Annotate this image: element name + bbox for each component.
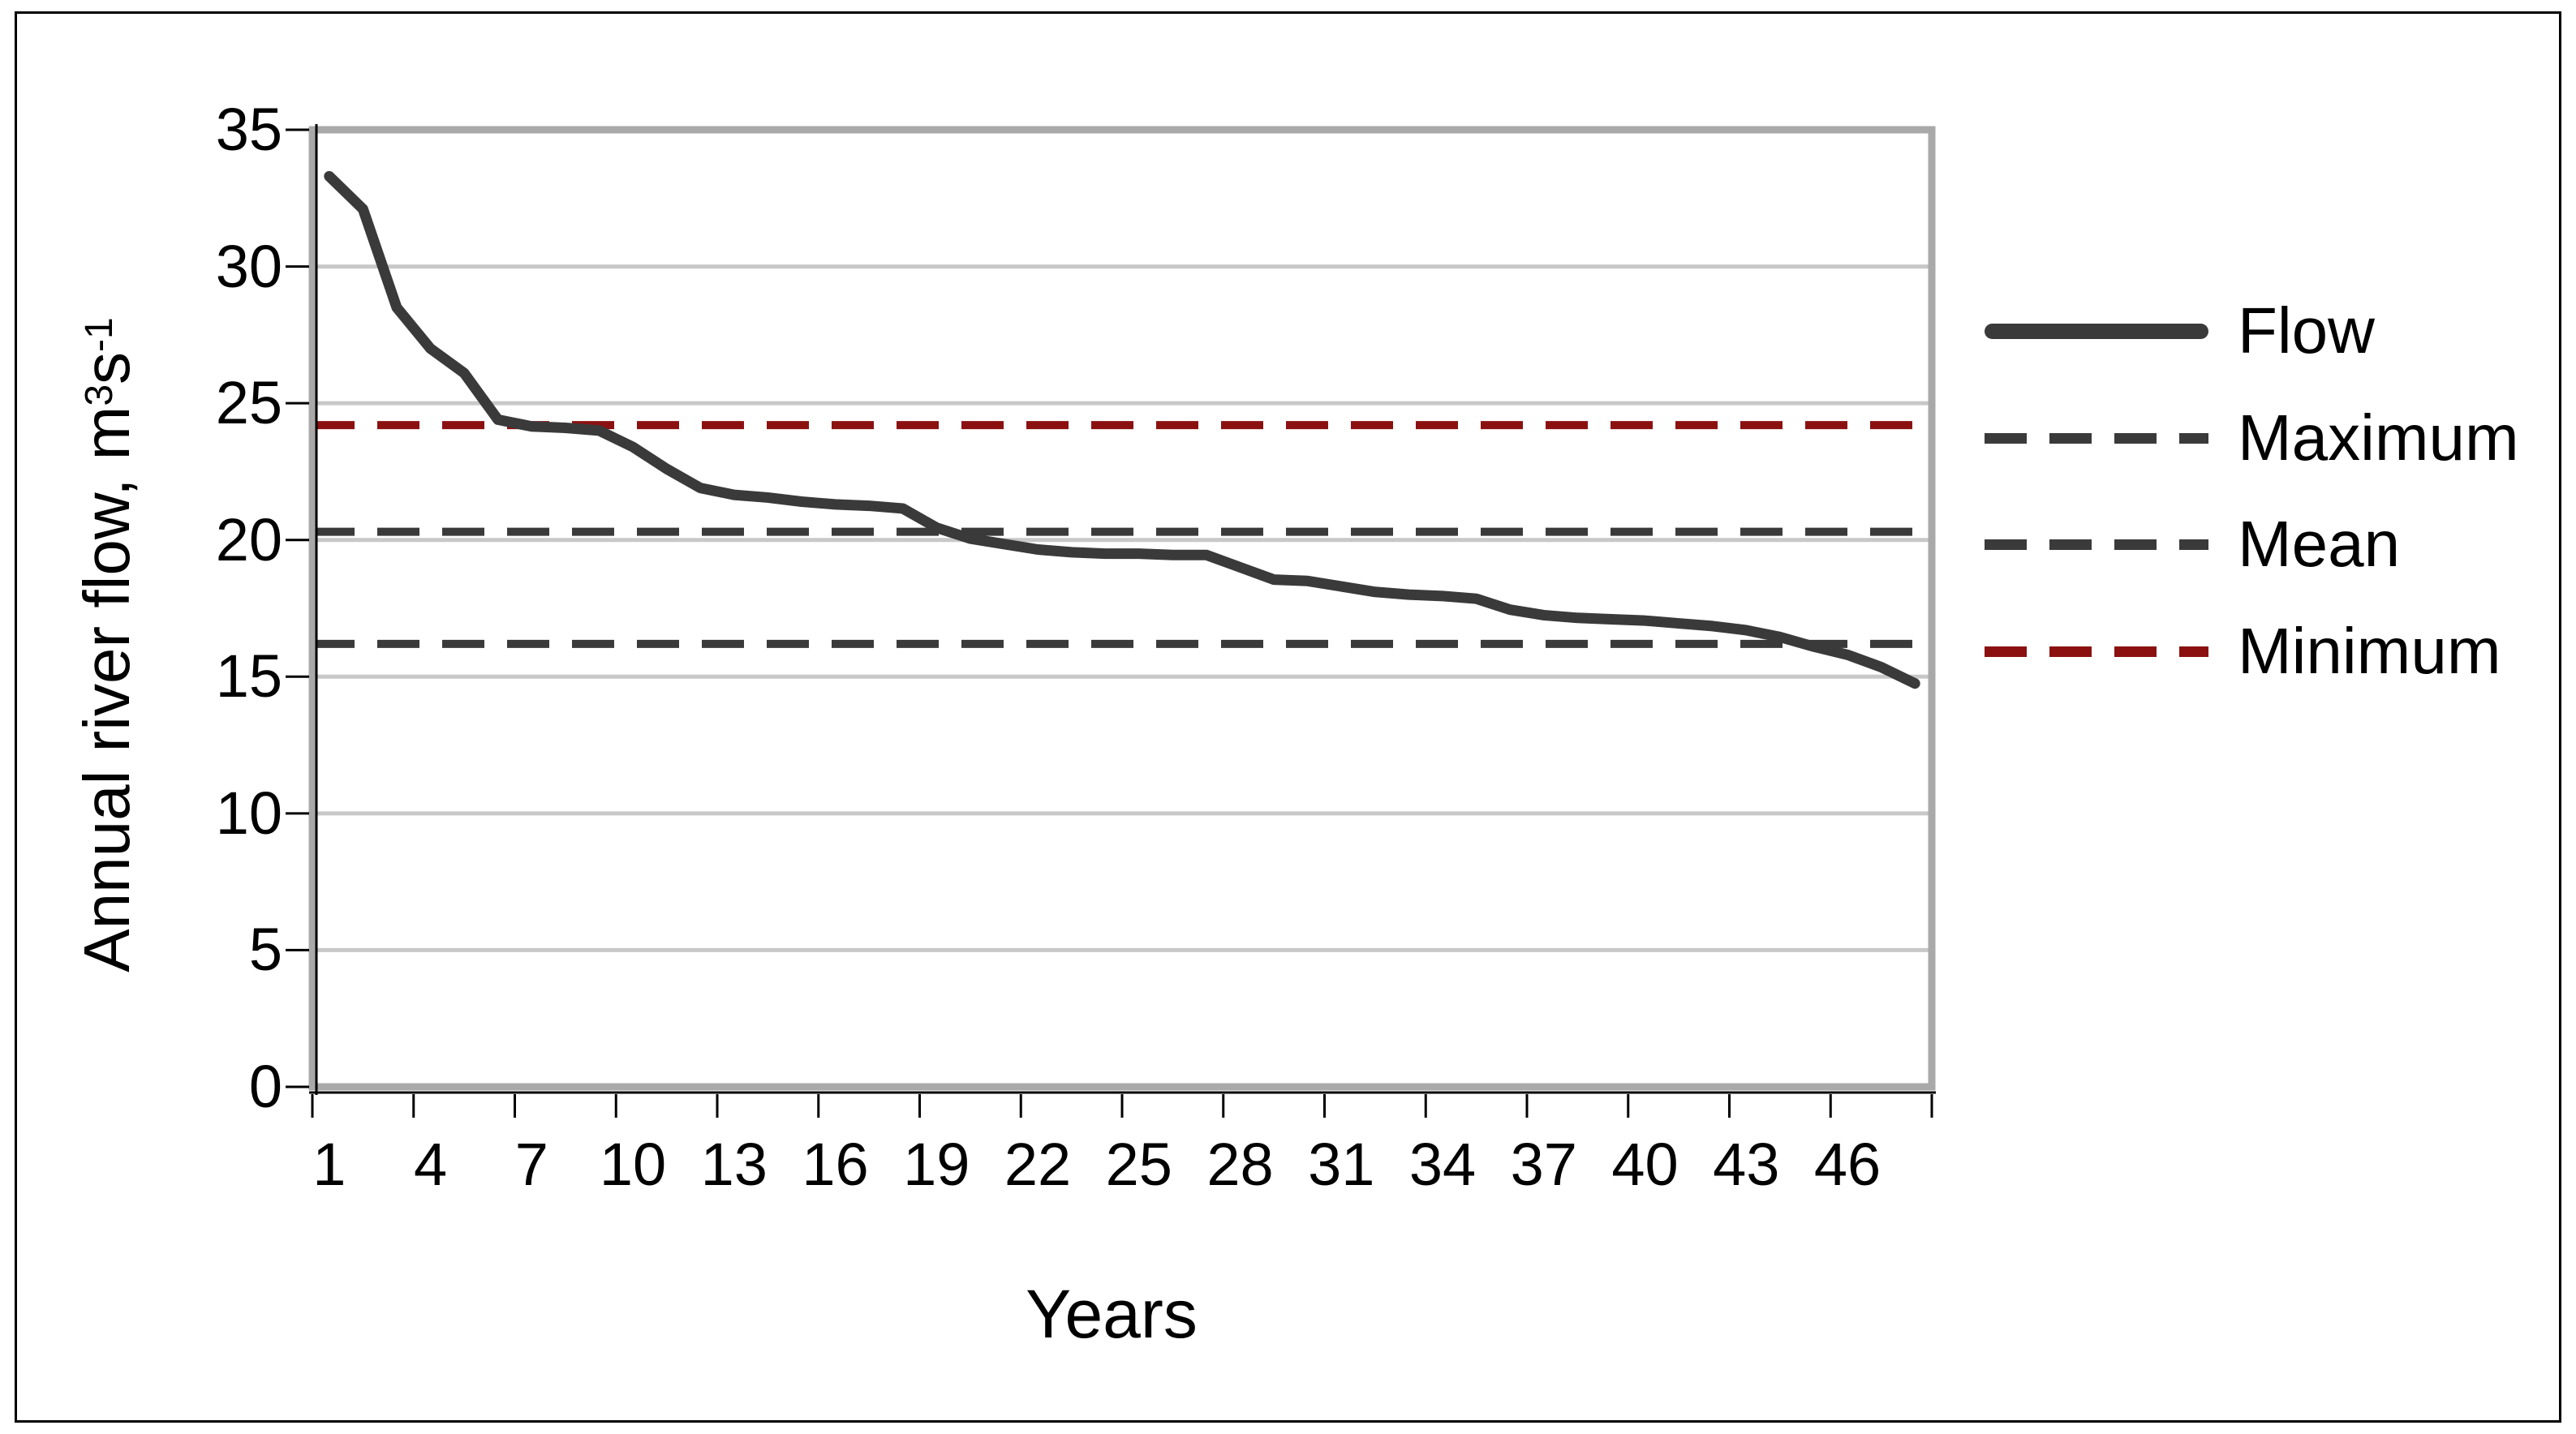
x-axis-title: Years bbox=[1026, 1276, 1198, 1352]
x-tick-label-19: 19 bbox=[903, 1131, 970, 1198]
legend-swatch-maximum-line bbox=[1985, 432, 2208, 444]
legend-item-minimum: Minimum bbox=[1985, 611, 2501, 692]
x-tick-label-16: 16 bbox=[802, 1131, 869, 1198]
legend-item-maximum: Maximum bbox=[1985, 397, 2519, 479]
x-tick-label-25: 25 bbox=[1105, 1131, 1172, 1198]
legend-item-mean: Mean bbox=[1985, 504, 2400, 585]
legend-label: Mean bbox=[2238, 508, 2401, 580]
legend-label: Maximum bbox=[2238, 401, 2519, 474]
x-tick-label-46: 46 bbox=[1813, 1131, 1881, 1198]
x-tick-label-40: 40 bbox=[1611, 1131, 1679, 1198]
y-axis-title-superscript-2: -1 bbox=[78, 317, 122, 352]
x-tick-label-37: 37 bbox=[1510, 1131, 1577, 1198]
y-tick-label-25: 25 bbox=[215, 369, 282, 437]
y-axis-title-unit: s bbox=[71, 351, 143, 384]
legend-label: Minimum bbox=[2238, 615, 2501, 687]
legend-label: Flow bbox=[2238, 294, 2375, 367]
y-tick-label-20: 20 bbox=[215, 505, 282, 573]
x-tick-label-4: 4 bbox=[413, 1131, 448, 1198]
legend-swatch-flow-line bbox=[1985, 323, 2208, 339]
x-tick-label-34: 34 bbox=[1408, 1131, 1477, 1198]
x-tick-label-43: 43 bbox=[1713, 1131, 1780, 1198]
y-tick-label-15: 15 bbox=[215, 642, 282, 711]
x-tick-label-31: 31 bbox=[1308, 1131, 1375, 1198]
y-axis-title-superscript: 3 bbox=[78, 384, 122, 406]
x-tick-label-1: 1 bbox=[312, 1131, 346, 1198]
y-tick-label-0: 0 bbox=[248, 1053, 282, 1120]
y-axis-title: Annual river flow, m3s-1 bbox=[70, 317, 144, 972]
x-tick-label-28: 28 bbox=[1206, 1131, 1274, 1198]
legend-swatch-mean-line bbox=[1985, 539, 2208, 550]
x-tick-label-22: 22 bbox=[1004, 1131, 1072, 1198]
y-tick-label-5: 5 bbox=[248, 916, 282, 984]
x-tick-label-7: 7 bbox=[514, 1131, 548, 1198]
y-axis-title-text: Annual river flow, m bbox=[71, 406, 143, 972]
legend-item-flow: Flow bbox=[1985, 290, 2375, 371]
plot-border bbox=[308, 126, 1936, 1091]
y-tick-label-35: 35 bbox=[215, 96, 282, 163]
y-tick-label-10: 10 bbox=[215, 779, 282, 847]
flow-line bbox=[324, 170, 1920, 689]
legend-swatch-minimum-line bbox=[1985, 646, 2208, 657]
y-tick-label-30: 30 bbox=[215, 232, 282, 300]
x-tick-label-10: 10 bbox=[599, 1131, 667, 1198]
x-tick-label-13: 13 bbox=[700, 1131, 768, 1198]
